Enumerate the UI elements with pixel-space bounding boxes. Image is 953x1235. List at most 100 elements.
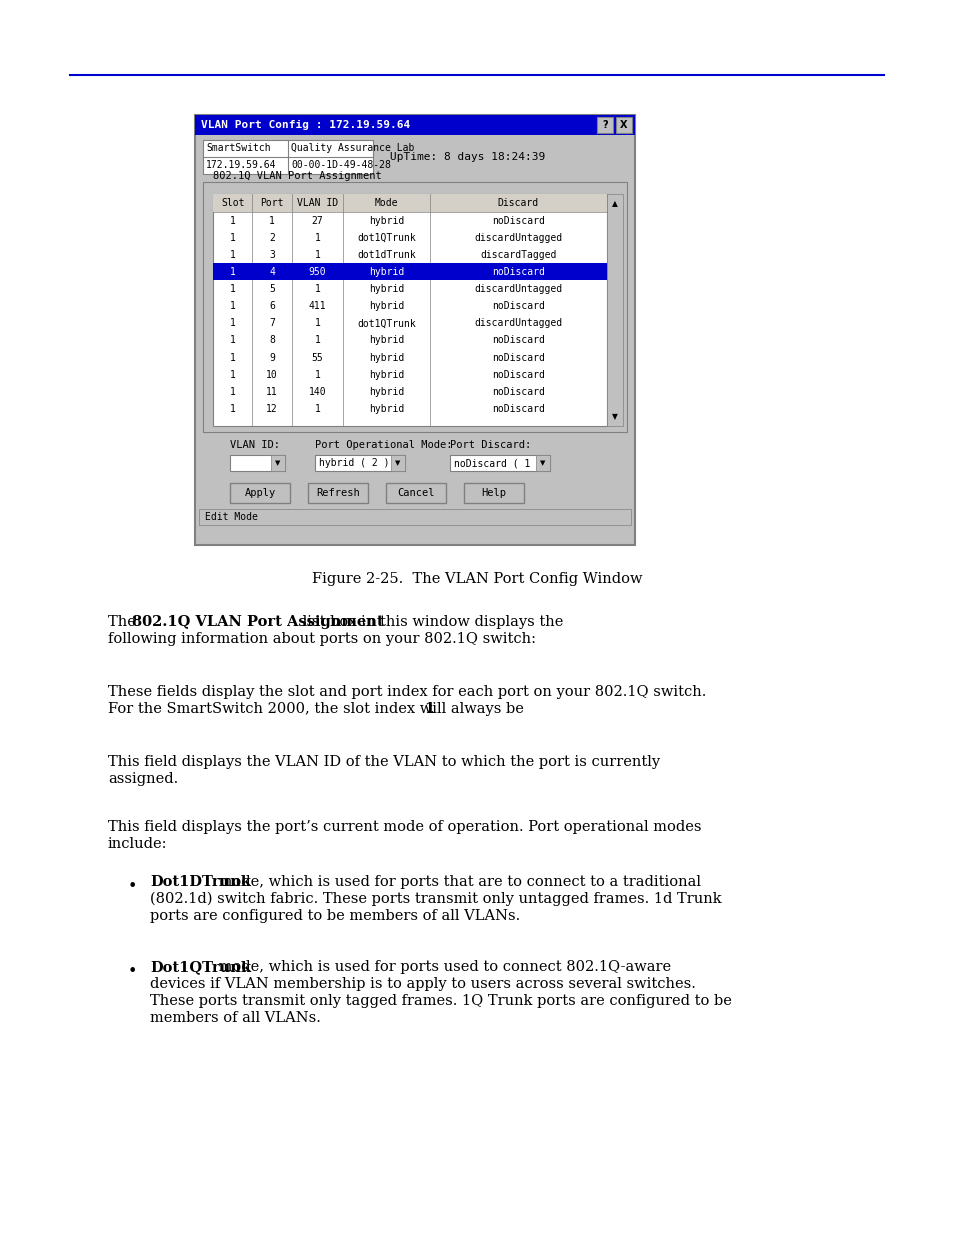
Text: ?: ? — [601, 120, 607, 130]
Text: assigned.: assigned. — [108, 772, 178, 785]
Text: The: The — [108, 615, 140, 629]
Bar — [616, 117, 631, 133]
Text: 4: 4 — [269, 267, 274, 277]
Text: hybrid ( 2 ): hybrid ( 2 ) — [318, 458, 389, 468]
Text: 1: 1 — [230, 284, 235, 294]
Text: 11: 11 — [266, 387, 277, 396]
Text: noDiscard: noDiscard — [492, 387, 544, 396]
Bar — [386, 483, 446, 503]
Text: 1: 1 — [314, 249, 320, 259]
Bar — [391, 454, 405, 471]
Bar — [597, 117, 613, 133]
Text: 1: 1 — [314, 369, 320, 379]
Text: 1: 1 — [314, 336, 320, 346]
Bar — [194, 115, 635, 545]
Text: 802.1Q VLAN Port Assignment: 802.1Q VLAN Port Assignment — [132, 615, 383, 629]
Text: 1: 1 — [314, 284, 320, 294]
Text: ▼: ▼ — [275, 459, 280, 466]
Text: 1: 1 — [230, 232, 235, 243]
Text: 7: 7 — [269, 319, 274, 329]
Bar — [230, 454, 285, 471]
Text: SmartSwitch: SmartSwitch — [206, 143, 271, 153]
Text: Cancel: Cancel — [396, 488, 435, 498]
Text: 802.1Q VLAN Port Assignment: 802.1Q VLAN Port Assignment — [213, 170, 381, 182]
Text: noDiscard: noDiscard — [492, 369, 544, 379]
Text: 1: 1 — [314, 232, 320, 243]
Text: •: • — [128, 963, 137, 981]
Text: dot1dTrunk: dot1dTrunk — [356, 249, 416, 259]
Text: 172.19.59.64: 172.19.59.64 — [206, 161, 276, 170]
Text: These fields display the slot and port index for each port on your 802.1Q switch: These fields display the slot and port i… — [108, 685, 705, 699]
Text: noDiscard: noDiscard — [492, 267, 544, 277]
Text: 950: 950 — [308, 267, 326, 277]
Text: X: X — [619, 120, 627, 130]
Text: list box in this window displays the: list box in this window displays the — [297, 615, 563, 629]
Text: discardUntagged: discardUntagged — [474, 319, 562, 329]
Bar — [213, 194, 606, 212]
Bar — [606, 194, 622, 426]
Text: noDiscard: noDiscard — [492, 301, 544, 311]
Text: Quality Assurance Lab: Quality Assurance Lab — [291, 143, 414, 153]
Text: ports are configured to be members of all VLANs.: ports are configured to be members of al… — [150, 909, 519, 923]
Text: hybrid: hybrid — [369, 336, 403, 346]
Text: 8: 8 — [269, 336, 274, 346]
Text: 12: 12 — [266, 404, 277, 414]
Bar — [308, 483, 368, 503]
Text: Slot: Slot — [221, 198, 244, 207]
Text: 10: 10 — [266, 369, 277, 379]
Text: ▲: ▲ — [612, 199, 618, 207]
Text: ▼: ▼ — [395, 459, 400, 466]
Text: These ports transmit only tagged frames. 1Q Trunk ports are configured to be: These ports transmit only tagged frames.… — [150, 994, 731, 1008]
Text: Discard: Discard — [497, 198, 538, 207]
Text: 140: 140 — [308, 387, 326, 396]
Text: 5: 5 — [269, 284, 274, 294]
Text: hybrid: hybrid — [369, 404, 403, 414]
Text: ▼: ▼ — [612, 412, 618, 421]
Text: VLAN ID: VLAN ID — [296, 198, 337, 207]
Text: hybrid: hybrid — [369, 267, 403, 277]
Text: mode, which is used for ports used to connect 802.1Q-aware: mode, which is used for ports used to co… — [213, 960, 670, 974]
Bar — [536, 454, 550, 471]
Text: VLAN Port Config : 172.19.59.64: VLAN Port Config : 172.19.59.64 — [201, 120, 410, 130]
Text: noDiscard: noDiscard — [492, 336, 544, 346]
Bar — [314, 454, 405, 471]
Text: hybrid: hybrid — [369, 216, 403, 226]
Text: Figure 2-25.  The VLAN Port Config Window: Figure 2-25. The VLAN Port Config Window — [312, 572, 641, 585]
Text: Port Discard:: Port Discard: — [450, 440, 531, 450]
Text: 6: 6 — [269, 301, 274, 311]
Bar — [203, 182, 626, 432]
Text: 2: 2 — [269, 232, 274, 243]
Text: hybrid: hybrid — [369, 352, 403, 363]
Bar — [230, 483, 290, 503]
Bar — [194, 115, 635, 135]
Text: discardUntagged: discardUntagged — [474, 284, 562, 294]
Text: For the SmartSwitch 2000, the slot index will always be: For the SmartSwitch 2000, the slot index… — [108, 701, 528, 716]
Text: ▼: ▼ — [539, 459, 545, 466]
Bar — [199, 509, 630, 525]
Text: This field displays the port’s current mode of operation. Port operational modes: This field displays the port’s current m… — [108, 820, 700, 834]
Text: dot1QTrunk: dot1QTrunk — [356, 319, 416, 329]
Text: noDiscard: noDiscard — [492, 404, 544, 414]
Text: dot1QTrunk: dot1QTrunk — [356, 232, 416, 243]
Text: discardTagged: discardTagged — [479, 249, 556, 259]
Text: members of all VLANs.: members of all VLANs. — [150, 1011, 320, 1025]
Text: Apply: Apply — [244, 488, 275, 498]
Text: noDiscard: noDiscard — [492, 216, 544, 226]
Text: 1: 1 — [269, 216, 274, 226]
Text: Port: Port — [260, 198, 284, 207]
Text: 1: 1 — [423, 701, 434, 716]
Text: 411: 411 — [308, 301, 326, 311]
Text: 1: 1 — [230, 336, 235, 346]
Text: 1: 1 — [230, 319, 235, 329]
Text: 00-00-1D-49-48-28: 00-00-1D-49-48-28 — [291, 161, 391, 170]
Text: UpTime: 8 days 18:24:39: UpTime: 8 days 18:24:39 — [390, 152, 545, 162]
Text: hybrid: hybrid — [369, 387, 403, 396]
Text: include:: include: — [108, 837, 168, 851]
Text: mode, which is used for ports that are to connect to a traditional: mode, which is used for ports that are t… — [213, 876, 700, 889]
Text: discardUntagged: discardUntagged — [474, 232, 562, 243]
Text: 1: 1 — [230, 352, 235, 363]
Text: 27: 27 — [312, 216, 323, 226]
Text: 1: 1 — [230, 369, 235, 379]
Text: hybrid: hybrid — [369, 369, 403, 379]
Text: 1: 1 — [230, 404, 235, 414]
